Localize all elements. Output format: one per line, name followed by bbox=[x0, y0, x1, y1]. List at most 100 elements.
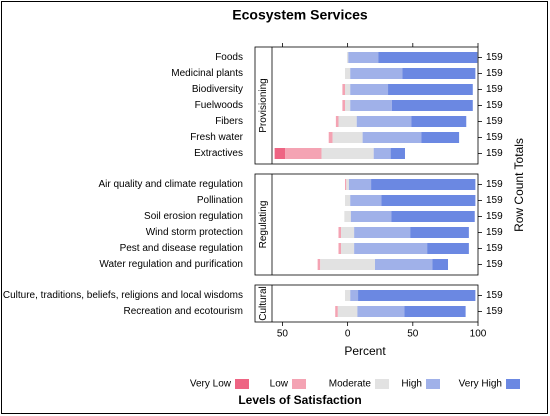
bar-segment bbox=[357, 306, 405, 317]
bar-segment bbox=[274, 148, 286, 159]
row-total: 159 bbox=[486, 116, 503, 127]
bar-segment bbox=[354, 243, 428, 254]
bar-segment bbox=[348, 179, 372, 190]
bar-segment bbox=[378, 52, 478, 63]
bar-segment bbox=[371, 179, 476, 190]
category-label: Pest and disease regulation bbox=[120, 243, 243, 254]
bar-segment bbox=[388, 84, 473, 95]
x-axis-label: Percent bbox=[344, 344, 386, 358]
legend-title: Levels of Satisfaction bbox=[238, 393, 361, 407]
category-label: Wind storm protection bbox=[146, 227, 243, 238]
bar-segment bbox=[350, 100, 392, 111]
category-label: Fuelwoods bbox=[195, 100, 243, 111]
bar-segment bbox=[341, 227, 355, 238]
bar-segment bbox=[350, 84, 389, 95]
bar-segment bbox=[345, 195, 351, 206]
bar-segment bbox=[346, 52, 349, 63]
category-label: Fibers bbox=[215, 116, 243, 127]
chart-title: Ecosystem Services bbox=[232, 7, 368, 23]
row-total: 159 bbox=[486, 68, 503, 79]
panel-label: Provisioning bbox=[258, 78, 269, 132]
legend-swatch bbox=[426, 379, 440, 389]
bar-segment bbox=[332, 132, 363, 143]
bar-segment bbox=[346, 179, 349, 190]
category-label: Extractives bbox=[194, 148, 243, 159]
bar-segment bbox=[411, 116, 467, 127]
row-total: 159 bbox=[486, 132, 503, 143]
row-total: 159 bbox=[486, 148, 503, 159]
row-total: 159 bbox=[486, 100, 503, 111]
panel-label: Regulating bbox=[258, 201, 269, 249]
bar-segment bbox=[320, 259, 375, 270]
row-total: 159 bbox=[486, 195, 503, 206]
bar-segment bbox=[375, 259, 433, 270]
row-total: 159 bbox=[486, 179, 503, 190]
bar-segment bbox=[345, 179, 347, 190]
panel-label: Cultural bbox=[258, 286, 269, 320]
row-total: 159 bbox=[486, 84, 503, 95]
bar-segment bbox=[356, 116, 412, 127]
category-label: Soil erosion regulation bbox=[144, 211, 243, 222]
bar-segment bbox=[342, 84, 346, 95]
bar-segment bbox=[345, 84, 351, 95]
bar-segment bbox=[342, 100, 346, 111]
bar-segment bbox=[404, 306, 466, 317]
legend-label: Very Low bbox=[190, 379, 232, 390]
category-label: Pollination bbox=[197, 195, 243, 206]
bar-segment bbox=[427, 243, 469, 254]
x-tick-label: 50 bbox=[277, 329, 289, 340]
row-total: 159 bbox=[486, 211, 503, 222]
legend-label: High bbox=[401, 379, 422, 390]
x-tick-label: 0 bbox=[345, 329, 351, 340]
bar-segment bbox=[285, 148, 322, 159]
bar-segment bbox=[350, 68, 403, 79]
category-label: Fresh water bbox=[190, 132, 243, 143]
bar-segment bbox=[338, 116, 357, 127]
bar-segment bbox=[321, 148, 374, 159]
category-label: Recreation and ecotourism bbox=[123, 306, 243, 317]
x-tick-label: 50 bbox=[407, 329, 419, 340]
category-label: Biodiversity bbox=[192, 84, 243, 95]
legend-label: Low bbox=[270, 379, 289, 390]
legend-swatch bbox=[292, 379, 306, 389]
bar-segment bbox=[432, 259, 449, 270]
bar-segment bbox=[373, 148, 391, 159]
bar-segment bbox=[345, 100, 351, 111]
bar-segment bbox=[345, 290, 351, 301]
bar-segment bbox=[335, 306, 338, 317]
category-label: Foods bbox=[215, 52, 243, 63]
bar-segment bbox=[344, 211, 351, 222]
bar-segment bbox=[341, 243, 355, 254]
bar-segment bbox=[348, 52, 379, 63]
bar-segment bbox=[410, 227, 469, 238]
bar-segment bbox=[354, 227, 411, 238]
category-label: Medicinal plants bbox=[171, 68, 243, 79]
category-label: Water regulation and purification bbox=[99, 259, 243, 270]
panel-frame bbox=[254, 173, 479, 276]
bar-segment bbox=[345, 68, 351, 79]
legend-label: Very High bbox=[459, 379, 502, 390]
bar-segment bbox=[391, 211, 475, 222]
bar-segment bbox=[402, 68, 476, 79]
row-total: 159 bbox=[486, 259, 503, 270]
bar-segment bbox=[338, 243, 342, 254]
panel-frame bbox=[254, 284, 479, 323]
y2-axis-label: Row Count Totals bbox=[512, 138, 526, 232]
bar-segment bbox=[358, 290, 476, 301]
bar-segment bbox=[390, 148, 405, 159]
row-total: 159 bbox=[486, 306, 503, 317]
row-total: 159 bbox=[486, 243, 503, 254]
bar-segment bbox=[350, 290, 359, 301]
bar-segment bbox=[350, 195, 382, 206]
legend-swatch bbox=[375, 379, 389, 389]
legend-swatch bbox=[506, 379, 520, 389]
bar-segment bbox=[328, 132, 333, 143]
category-label: Culture, traditions, beliefs, religions … bbox=[3, 290, 243, 301]
bar-segment bbox=[337, 306, 358, 317]
row-total: 159 bbox=[486, 290, 503, 301]
bar-segment bbox=[421, 132, 460, 143]
bar-segment bbox=[381, 195, 476, 206]
row-total: 159 bbox=[486, 52, 503, 63]
